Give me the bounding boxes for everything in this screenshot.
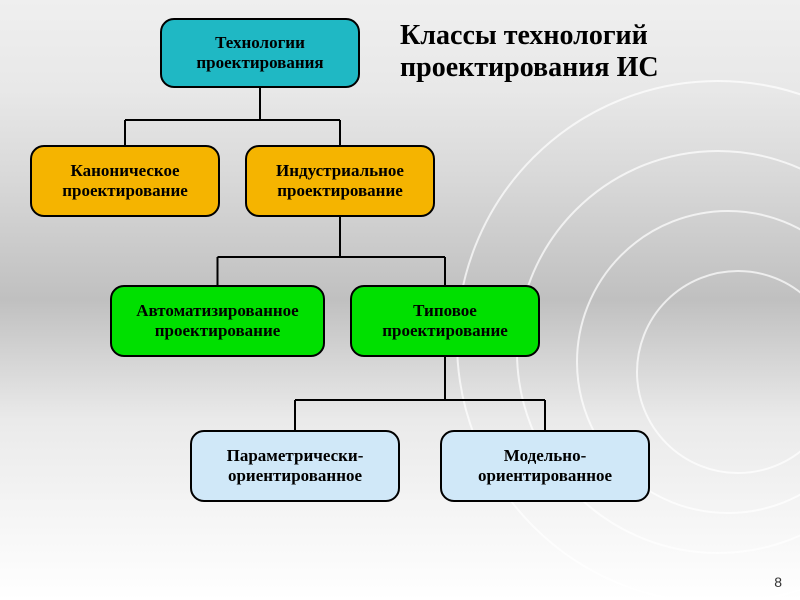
node-root: Технологиипроектирования	[160, 18, 360, 88]
node-param: Параметрически-ориентированное	[190, 430, 400, 502]
title-line1: Классы технологий	[400, 20, 648, 51]
node-label-line2: проектирования	[196, 53, 323, 73]
node-label-line2: проектирование	[277, 181, 403, 201]
node-label-line2: ориентированное	[228, 466, 362, 486]
node-label-line1: Каноническое	[71, 161, 180, 181]
node-auto: Автоматизированноепроектирование	[110, 285, 325, 357]
node-label-line2: проектирование	[382, 321, 508, 341]
page-number: 8	[774, 574, 782, 590]
node-label-line1: Автоматизированное	[136, 301, 298, 321]
node-label-line1: Индустриальное	[276, 161, 404, 181]
node-label-line1: Параметрически-	[227, 446, 364, 466]
node-indus: Индустриальноепроектирование	[245, 145, 435, 217]
node-label-line1: Модельно-	[504, 446, 586, 466]
node-typo: Типовоепроектирование	[350, 285, 540, 357]
node-canon: Каноническоепроектирование	[30, 145, 220, 217]
slide: Классы технологий проектирования ИС Техн…	[0, 0, 800, 600]
node-label-line2: проектирование	[155, 321, 281, 341]
node-label-line2: проектирование	[62, 181, 188, 201]
swirl-decoration	[636, 270, 800, 474]
node-label-line2: ориентированное	[478, 466, 612, 486]
node-model: Модельно-ориентированное	[440, 430, 650, 502]
node-label-line1: Технологии	[215, 33, 305, 53]
node-label-line1: Типовое	[413, 301, 477, 321]
title-line2: проектирования ИС	[400, 52, 659, 83]
slide-title: Классы технологий проектирования ИС	[400, 20, 659, 84]
